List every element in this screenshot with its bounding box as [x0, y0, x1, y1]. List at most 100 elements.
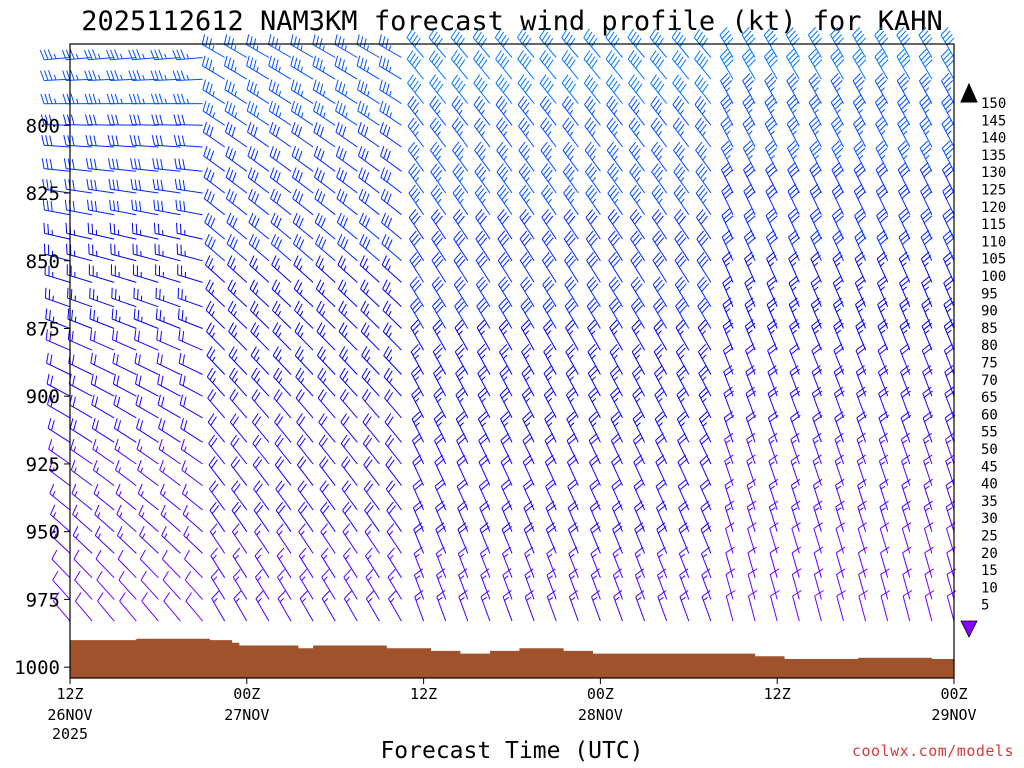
barb-staff: [724, 460, 734, 486]
barb-feather: [384, 258, 391, 268]
barb-feather: [318, 258, 324, 268]
barb-half-feather: [436, 131, 441, 137]
wind-barb: [627, 50, 645, 80]
wind-barb: [496, 141, 513, 172]
barb-staff: [457, 529, 469, 554]
wind-barb: [455, 365, 469, 397]
barb-feather: [854, 76, 863, 85]
wind-barb: [605, 28, 623, 58]
barb-feather: [522, 34, 529, 45]
barb-feather: [387, 217, 393, 228]
barb-staff: [540, 171, 557, 194]
barb-feather: [431, 276, 440, 285]
wind-barb: [787, 162, 800, 194]
barb-feather: [791, 368, 801, 377]
barb-staff: [540, 125, 557, 148]
barb-staff: [766, 258, 778, 283]
barb-staff: [562, 171, 579, 194]
barb-feather: [297, 105, 302, 116]
wind-barb: [632, 411, 646, 443]
barb-half-feather: [98, 98, 101, 104]
barb-feather: [544, 279, 553, 289]
barb-feather: [790, 169, 800, 178]
barb-feather: [852, 94, 862, 103]
barb-feather: [494, 28, 502, 38]
barb-feather: [457, 191, 465, 201]
barb-half-feather: [459, 198, 464, 204]
barb-feather: [456, 148, 464, 158]
wind-barb: [896, 73, 911, 104]
barb-feather: [412, 323, 421, 332]
barb-feather: [902, 414, 912, 423]
barb-feather: [609, 319, 618, 328]
barb-feather: [832, 52, 841, 61]
barb-staff: [384, 397, 402, 419]
barb-feather: [111, 114, 115, 125]
barb-staff: [724, 506, 734, 532]
barb-feather: [653, 166, 661, 176]
barb-feather: [141, 592, 148, 602]
barb-feather: [434, 454, 443, 463]
barb-feather: [791, 191, 800, 199]
barb-half-feather: [279, 576, 284, 581]
barb-feather: [272, 102, 277, 114]
barb-feather: [567, 169, 575, 179]
barb-staff: [321, 576, 336, 600]
barb-feather: [699, 347, 708, 356]
barb-half-feather: [52, 491, 56, 497]
barb-feather: [679, 504, 689, 512]
barb-feather: [406, 28, 414, 38]
barb-half-feather: [212, 66, 215, 73]
wind-barb: [747, 590, 758, 622]
wind-barb: [651, 209, 668, 240]
wind-barb: [318, 413, 336, 443]
barb-feather: [566, 255, 574, 265]
barb-feather: [635, 568, 645, 576]
barb-feather: [278, 505, 286, 514]
barb-staff: [746, 439, 756, 465]
wind-barb: [452, 163, 469, 194]
barb-half-feather: [702, 397, 707, 403]
barb-staff: [765, 236, 778, 262]
barb-feather: [764, 94, 773, 103]
barb-half-feather: [212, 576, 218, 581]
barb-feather: [480, 590, 490, 598]
barb-feather: [524, 590, 534, 598]
barb-half-feather: [747, 461, 753, 466]
barb-feather: [857, 169, 866, 178]
barb-staff: [270, 222, 292, 240]
barb-feather: [651, 184, 659, 194]
wind-barb: [210, 547, 226, 579]
wind-barb: [746, 478, 756, 511]
barb-staff: [808, 123, 822, 148]
barb-feather: [152, 178, 156, 190]
barb-feather: [229, 236, 235, 247]
barb-staff: [275, 510, 292, 532]
barb-feather: [428, 50, 436, 60]
barb-feather: [833, 165, 842, 174]
barb-feather: [923, 169, 932, 178]
barb-feather: [721, 208, 731, 216]
wind-barb: [544, 411, 557, 443]
wind-barb: [677, 454, 690, 486]
barb-staff: [182, 493, 203, 511]
barb-feather: [74, 570, 81, 581]
barb-feather: [320, 547, 329, 557]
wind-barb: [743, 162, 756, 194]
barb-feather: [654, 279, 663, 289]
barb-feather: [747, 215, 756, 224]
wind-barb: [335, 146, 358, 172]
barb-feather: [677, 454, 687, 463]
barb-staff: [765, 191, 778, 215]
barb-feather: [835, 414, 845, 423]
barb-half-feather: [95, 446, 99, 452]
barb-feather: [569, 83, 577, 93]
barb-feather: [39, 49, 45, 60]
barb-half-feather: [278, 45, 281, 51]
barb-feather: [942, 30, 951, 39]
wind-barb: [541, 209, 557, 240]
barb-feather: [202, 100, 207, 112]
barb-staff: [361, 376, 380, 397]
barb-feather: [896, 48, 905, 57]
wind-barb: [521, 365, 535, 397]
